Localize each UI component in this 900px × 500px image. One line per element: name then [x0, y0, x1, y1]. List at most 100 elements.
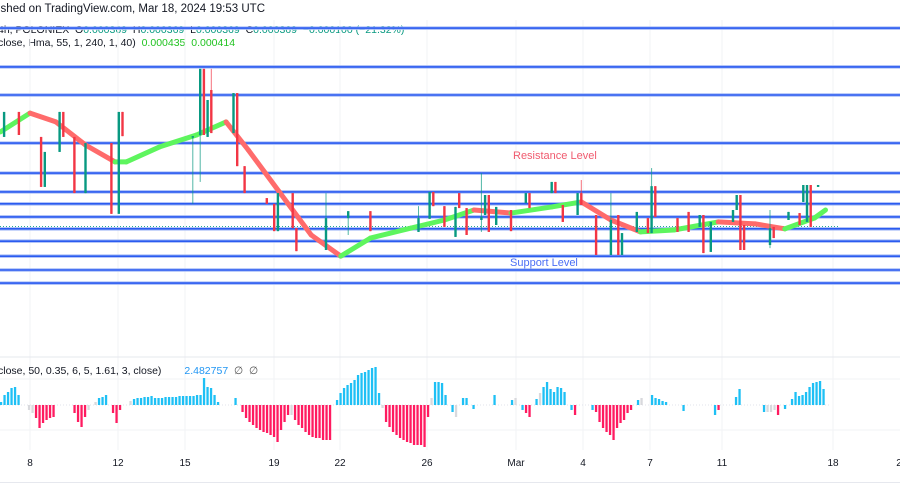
histogram-bar — [328, 405, 332, 440]
histogram-bar — [339, 393, 342, 405]
candle-body — [554, 181, 557, 194]
candle-body — [84, 143, 87, 194]
histogram-bar — [822, 389, 825, 405]
histogram-bar — [157, 398, 160, 405]
candle-body — [650, 186, 653, 234]
histogram-bar — [83, 405, 87, 417]
histogram-bar — [776, 405, 780, 415]
histogram-bar — [164, 397, 167, 405]
histogram-bar — [398, 405, 402, 438]
candle-body — [191, 136, 194, 138]
histogram-bar — [356, 375, 360, 405]
candle-body — [654, 186, 657, 217]
histogram-bar — [300, 405, 304, 428]
candle-body — [742, 225, 746, 250]
histogram-bar — [104, 395, 108, 405]
candle-body — [443, 206, 446, 227]
histogram-bar — [818, 381, 822, 405]
histogram-bar — [664, 402, 668, 405]
hma-segment — [441, 207, 477, 223]
histogram-bar — [150, 396, 153, 405]
hma-segment — [123, 144, 162, 165]
histogram-bar — [640, 398, 643, 405]
histogram-bar — [594, 405, 598, 412]
oscillator-legend[interactable]: close, 50, 0.35, 6, 5, 1.61, 3, close) 2… — [0, 365, 258, 377]
histogram-bar — [174, 397, 178, 405]
histogram-bar — [146, 397, 150, 405]
histogram-bar — [45, 405, 48, 420]
x-tick: 8 — [27, 458, 33, 469]
histogram-bar — [195, 395, 199, 405]
candle-body — [483, 195, 487, 215]
histogram-bar — [251, 405, 255, 425]
histogram-bar — [209, 388, 213, 405]
histogram-bar — [437, 382, 440, 405]
candle — [635, 211, 638, 232]
candle — [458, 193, 461, 209]
histogram-bar — [160, 398, 164, 405]
histogram-bar — [766, 405, 769, 412]
histogram-bar — [461, 398, 465, 405]
candle-body — [617, 215, 620, 255]
histogram-bar — [97, 398, 101, 405]
histogram-bar — [27, 405, 31, 410]
histogram-bar — [129, 401, 132, 405]
histogram-bar — [31, 405, 34, 413]
histogram-bar — [608, 405, 612, 435]
x-tick: 12 — [112, 458, 124, 469]
hma-legend[interactable]: close, Hma, 55, 1, 240, 1, 40) 0.000435 … — [0, 37, 235, 49]
histogram-bar — [181, 396, 185, 405]
candle — [236, 93, 239, 167]
candle — [73, 136, 76, 194]
histogram-bar — [87, 405, 90, 410]
candle-body — [687, 211, 690, 232]
histogram-bar — [773, 405, 776, 410]
histogram-bar — [570, 405, 573, 410]
grid — [0, 20, 900, 450]
candle — [121, 111, 124, 137]
histogram-bar — [573, 405, 577, 415]
candle-body — [62, 111, 65, 137]
histogram-bar — [13, 387, 17, 405]
histogram-bar — [783, 405, 787, 409]
histogram-bar — [563, 392, 566, 405]
histogram-bar — [321, 405, 325, 440]
candle-body — [276, 193, 280, 232]
candle — [206, 100, 209, 137]
candle — [620, 233, 624, 255]
histogram-bar — [199, 395, 202, 405]
candle-body — [295, 228, 298, 252]
histogram-bar — [472, 405, 475, 409]
histogram-bar — [430, 398, 433, 405]
histogram-bar — [34, 405, 38, 418]
x-tick: 11 — [716, 458, 728, 469]
candle — [202, 68, 206, 135]
candle — [483, 195, 487, 215]
histogram-bar — [465, 398, 468, 405]
hma-value-1: 0.000435 — [141, 37, 186, 49]
candle-body — [524, 193, 527, 204]
histogram-bar — [615, 405, 619, 428]
histogram-bar — [41, 405, 45, 423]
hma-segment — [578, 199, 614, 223]
histogram-bar — [549, 389, 552, 405]
candle — [243, 166, 246, 194]
x-tick: 18 — [827, 458, 839, 469]
histogram-bar — [811, 383, 815, 405]
candle — [17, 111, 21, 135]
horizontal-levels — [0, 26, 900, 285]
hma-segment — [508, 204, 555, 216]
candle-body — [735, 195, 738, 210]
candle — [84, 143, 87, 194]
histogram-bar — [94, 402, 97, 405]
candle — [528, 193, 531, 209]
candle — [561, 205, 564, 222]
histogram-bar — [619, 405, 622, 423]
histogram-bar — [367, 370, 370, 405]
candle — [550, 181, 553, 194]
hma-segment — [811, 207, 828, 221]
candle-body — [698, 215, 701, 227]
histogram-bar — [377, 393, 381, 405]
histogram-bar — [514, 398, 517, 405]
